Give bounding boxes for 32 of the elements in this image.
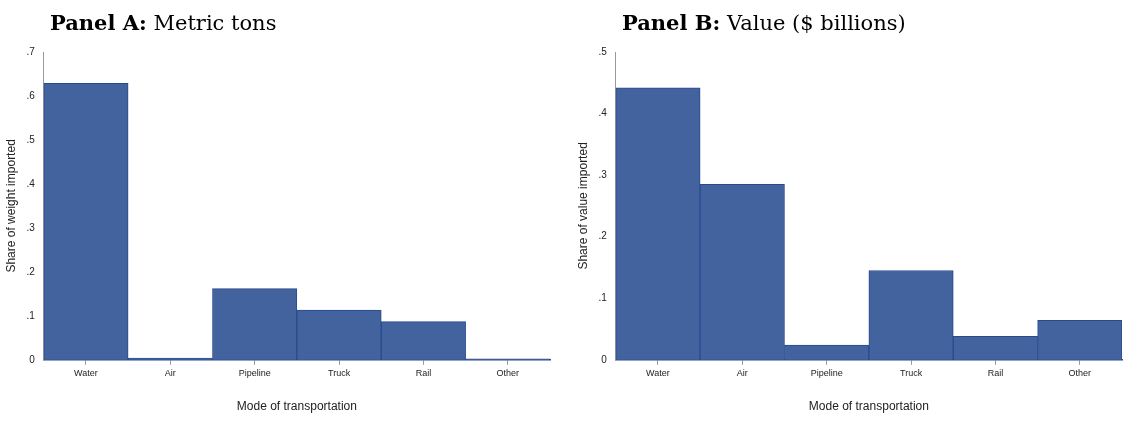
x-tick-label: Truck (899, 367, 923, 378)
y-axis-title: Share of value imported (575, 142, 590, 270)
x-tick-label: Water (646, 367, 670, 378)
x-tick-label: Air (164, 367, 176, 378)
y-tick-label: .7 (26, 45, 36, 57)
x-tick-label: Other (1068, 367, 1092, 378)
x-tick-label: Truck (327, 367, 351, 378)
y-tick-label: .5 (26, 133, 36, 145)
x-tick-label: Rail (987, 367, 1004, 378)
y-axis-title: Share of weight imported (3, 139, 18, 273)
y-tick-label: .2 (598, 230, 608, 242)
y-tick-label: 0 (29, 353, 36, 365)
y-tick-label: .2 (26, 265, 36, 277)
y-tick-label: 0 (601, 353, 608, 365)
x-axis-title: Mode of transportation (808, 399, 929, 414)
y-tick-label: .6 (26, 89, 36, 101)
x-tick-label: Pipeline (238, 367, 271, 378)
chart-title: Panel B: Value ($ billions) (621, 9, 907, 37)
y-tick-label: .1 (598, 291, 608, 303)
x-tick-label: Air (736, 367, 748, 378)
y-tick-label: .3 (26, 221, 36, 233)
y-tick-label: .4 (598, 107, 608, 119)
x-axis-title: Mode of transportation (236, 399, 357, 414)
x-tick-label: Water (74, 367, 98, 378)
x-tick-label: Rail (415, 367, 432, 378)
y-tick-label: .1 (26, 309, 36, 321)
x-tick-label: Pipeline (810, 367, 843, 378)
x-tick-label: Other (496, 367, 520, 378)
y-tick-label: .3 (598, 168, 608, 180)
y-tick-label: .5 (598, 45, 608, 57)
chart-title: Panel A: Metric tons (49, 9, 278, 37)
y-tick-label: .4 (26, 177, 36, 189)
